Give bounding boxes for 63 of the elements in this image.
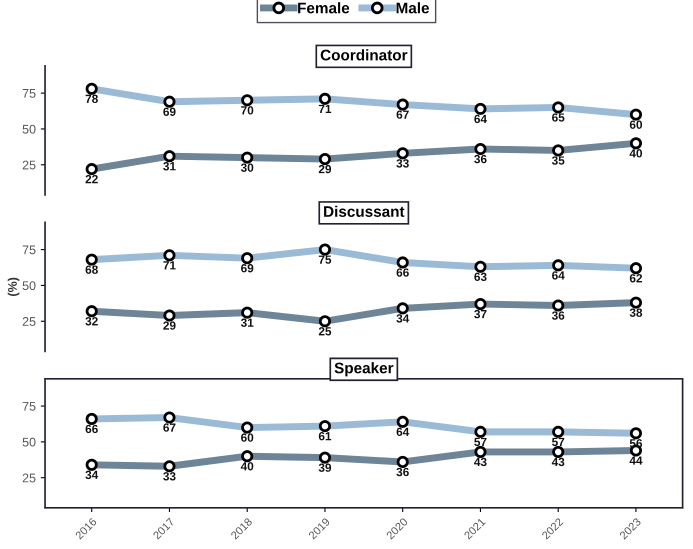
data-label: 71 (163, 261, 176, 270)
data-label: 39 (318, 464, 332, 472)
data-label: 36 (552, 311, 564, 320)
data-label: 57 (474, 438, 486, 446)
data-label: 71 (318, 104, 332, 113)
chart-title: Coordinator (320, 49, 408, 60)
data-label: 69 (163, 108, 176, 116)
data-label: 78 (86, 94, 98, 104)
y-tick-label: 25 (22, 160, 36, 170)
data-label: 69 (241, 264, 254, 272)
data-label: 68 (86, 265, 98, 274)
data-label: 33 (163, 472, 176, 480)
data-label: 36 (474, 154, 487, 164)
legend-label: Male (396, 2, 430, 14)
data-label: 67 (396, 110, 409, 119)
data-label: 34 (396, 314, 410, 323)
chart-title: Discussant (324, 206, 404, 217)
data-label: 56 (630, 439, 642, 448)
data-label: 22 (86, 174, 98, 184)
data-label: 31 (163, 162, 176, 170)
data-label: 61 (318, 432, 332, 440)
data-label: 57 (552, 438, 564, 446)
data-label: 30 (240, 163, 254, 172)
y-axis-title: (%) (8, 278, 20, 296)
y-tick-label: 75 (22, 402, 36, 411)
data-label: 38 (630, 308, 642, 317)
data-label: 60 (630, 120, 642, 129)
data-label: 64 (474, 114, 487, 124)
data-label: 43 (552, 458, 564, 466)
data-label: 29 (163, 321, 176, 330)
y-tick-label: 50 (22, 438, 36, 447)
data-label: 60 (241, 433, 254, 442)
data-label: 63 (474, 272, 487, 282)
data-label: 64 (552, 271, 565, 280)
y-tick-label: 75 (22, 89, 36, 98)
data-label: 65 (552, 113, 564, 122)
y-tick-label: 25 (22, 474, 36, 482)
data-label: 33 (396, 159, 409, 168)
data-label: 37 (474, 310, 486, 318)
data-label: 70 (241, 106, 254, 115)
y-tick-label: 75 (22, 246, 36, 254)
data-label: 66 (396, 268, 409, 277)
data-label: 40 (630, 149, 642, 158)
data-label: 62 (630, 274, 642, 282)
data-label: 40 (240, 462, 254, 470)
data-label: 31 (240, 318, 254, 327)
y-tick-label: 50 (22, 281, 36, 290)
data-label: 67 (163, 423, 176, 432)
data-label: 36 (396, 468, 409, 476)
y-tick-label: 25 (22, 317, 36, 326)
data-label: 66 (86, 424, 98, 434)
data-label: 43 (474, 458, 487, 466)
data-label: 29 (318, 164, 332, 174)
data-label: 32 (85, 317, 98, 326)
data-label: 44 (630, 456, 642, 465)
y-tick-label: 50 (22, 124, 36, 134)
legend-label: Female (298, 2, 350, 14)
data-label: 35 (552, 156, 564, 165)
data-label: 75 (318, 256, 332, 264)
data-label: 25 (318, 327, 332, 336)
data-label: 64 (396, 428, 410, 436)
data-label: 34 (85, 470, 98, 480)
chart-title: Speaker (334, 362, 394, 376)
